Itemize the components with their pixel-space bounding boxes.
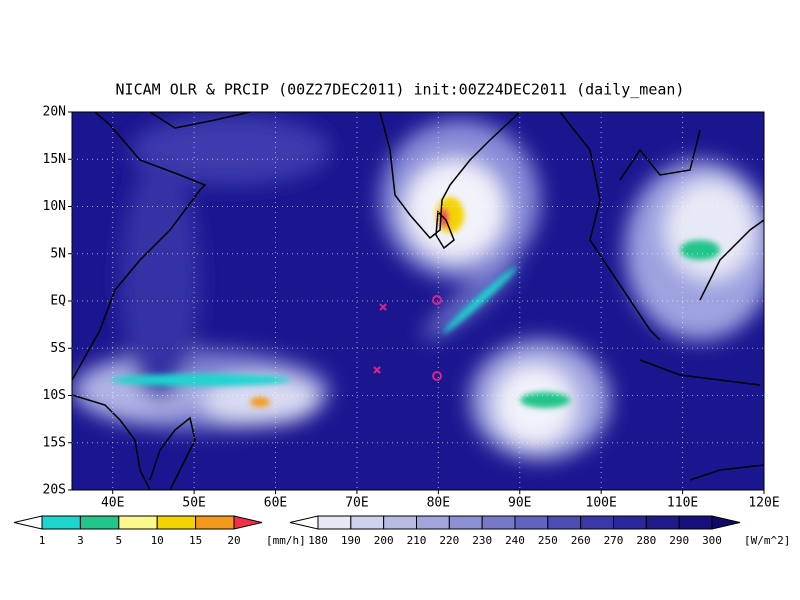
colorbar-segment <box>481 515 516 530</box>
colorbar-label: 300 <box>702 534 722 547</box>
track-marker-x <box>379 303 387 311</box>
colorbar-label: 190 <box>341 534 361 547</box>
lon-label: 100E <box>586 496 617 511</box>
colorbar-segment <box>580 515 615 530</box>
colorbar-end <box>711 515 741 530</box>
colorbar-segment <box>383 515 417 530</box>
colorbar-label: 15 <box>189 534 202 547</box>
cloud-field <box>72 115 764 460</box>
lat-label: 10N <box>43 199 66 214</box>
lon-label: 70E <box>345 496 368 511</box>
track-marker-x <box>373 366 381 374</box>
lon-label: 120E <box>748 496 779 511</box>
lat-label: 5N <box>50 246 66 261</box>
lon-label: 110E <box>667 496 698 511</box>
colorbar-segment <box>195 515 235 530</box>
colorbar-label: 180 <box>308 534 328 547</box>
colorbar-segment <box>547 515 582 530</box>
colorbar-segment <box>645 515 680 530</box>
colorbar-end <box>289 515 319 530</box>
map-title: NICAM OLR & PRCIP (00Z27DEC2011) init:00… <box>116 81 685 99</box>
lon-label: 40E <box>101 496 124 511</box>
colorbar-label: 200 <box>374 534 394 547</box>
lat-label: 10S <box>43 388 66 403</box>
colorbar-segment <box>118 515 158 530</box>
lat-label: 15S <box>43 435 66 450</box>
colorbar-label: 240 <box>505 534 525 547</box>
lat-lon-grid <box>72 112 764 490</box>
axis-labels: 20N 15N 10N 5N EQ 5S 10S 15S 20S 40E 50E 60E 70E 80E 9… <box>43 105 780 511</box>
colorbar-label: 3 <box>77 534 84 547</box>
colorbar-unit: [mm/h] <box>266 534 306 547</box>
colorbar-label: 280 <box>636 534 656 547</box>
lon-label: 60E <box>264 496 287 511</box>
coastlines <box>72 112 764 490</box>
colorbar-segment <box>678 515 713 530</box>
lat-label: 20S <box>43 483 66 498</box>
precip-scale-bar: 1 3 5 10 15 20 [mm/h] <box>13 515 306 547</box>
colorbar-segment <box>448 515 483 530</box>
track-marker-o <box>432 371 442 381</box>
colorbar-label: 20 <box>227 534 240 547</box>
colorbar-segment <box>317 515 352 530</box>
lat-label: 20N <box>43 105 66 120</box>
colorbars: 1 3 5 10 15 20 [mm/h] 180 190 200 210 220 230 240 250 2… <box>13 515 790 547</box>
lon-label: 90E <box>508 496 531 511</box>
colorbar-label: 290 <box>669 534 689 547</box>
colorbar-segment <box>79 515 120 530</box>
colorbar-end <box>233 515 263 530</box>
colorbar-label: 230 <box>472 534 492 547</box>
colorbar-segment <box>416 515 450 530</box>
colorbar-label: 220 <box>439 534 459 547</box>
olr-scale-bar: 180 190 200 210 220 230 240 250 260 270 280 290 300 [… <box>289 515 790 547</box>
colorbar-end <box>13 515 43 530</box>
colorbar-segment <box>350 515 385 530</box>
map-field <box>72 112 764 490</box>
colorbar-label: 10 <box>151 534 164 547</box>
colorbar-unit: [W/m^2] <box>744 534 790 547</box>
colorbar-segment <box>613 515 647 530</box>
colorbar-segment <box>156 515 197 530</box>
colorbar-segment <box>41 515 81 530</box>
colorbar-label: 1 <box>39 534 46 547</box>
lat-label: 5S <box>50 341 66 356</box>
colorbar-label: 5 <box>115 534 122 547</box>
storm-markers <box>373 295 442 381</box>
lon-label: 50E <box>182 496 205 511</box>
colorbar-segment <box>514 515 549 530</box>
lat-label: 15N <box>43 152 66 167</box>
colorbar-label: 270 <box>604 534 624 547</box>
colorbar-label: 210 <box>407 534 427 547</box>
track-marker-o <box>432 295 442 305</box>
colorbar-label: 260 <box>571 534 591 547</box>
colorbar-label: 250 <box>538 534 558 547</box>
lon-label: 80E <box>427 496 450 511</box>
lat-label: EQ <box>50 294 66 309</box>
